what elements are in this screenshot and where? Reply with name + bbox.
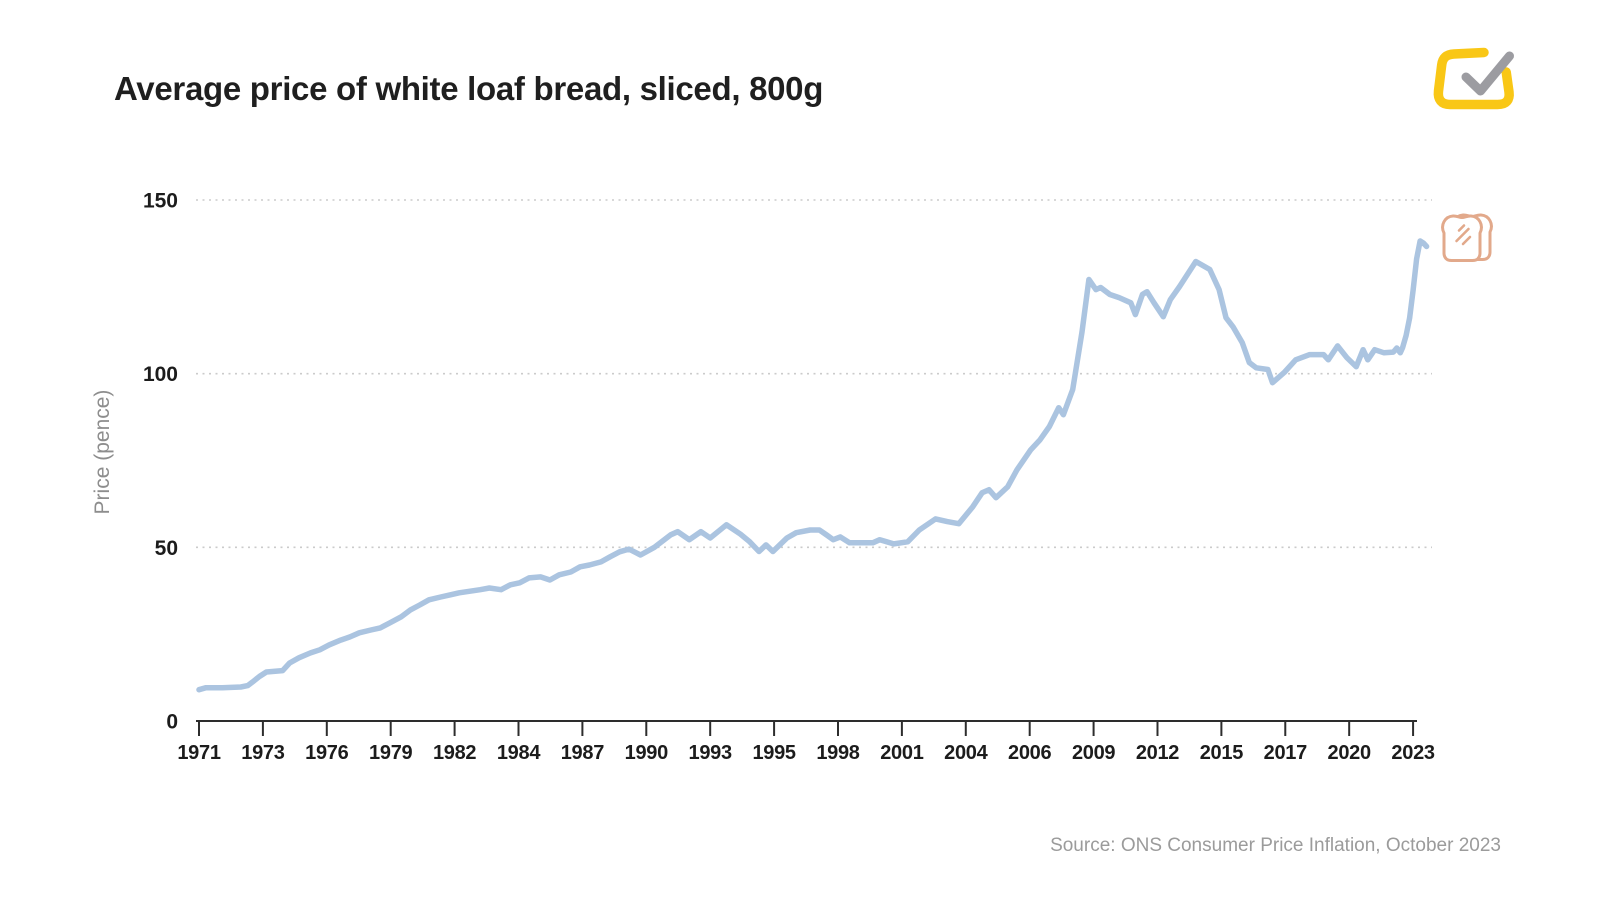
price-line (196, 238, 1430, 693)
x-tick-label: 2004 (944, 742, 988, 764)
x-tick-label: 2020 (1328, 742, 1371, 764)
y-tick-label: 150 (143, 190, 178, 213)
x-tick-label: 1973 (241, 742, 284, 764)
bread-icon (1441, 213, 1493, 262)
x-tick-label: 1995 (752, 742, 795, 764)
y-tick-label: 0 (166, 711, 178, 734)
x-tick-label: 1984 (497, 742, 541, 764)
x-tick-label: 2023 (1391, 742, 1434, 764)
page-title: Average price of white loaf bread, slice… (114, 70, 824, 107)
x-tick-label: 1987 (561, 742, 604, 764)
y-axis-tick-labels: 0 50 100 150 (143, 190, 178, 734)
x-tick-label: 2015 (1200, 742, 1243, 764)
source-note: Source: ONS Consumer Price Inflation, Oc… (1050, 835, 1501, 856)
gridlines (196, 199, 1432, 549)
x-tick-label: 1993 (689, 742, 732, 764)
x-tick-label: 2006 (1008, 742, 1051, 764)
x-tick-label: 2001 (880, 742, 923, 764)
x-tick-label: 1971 (177, 742, 220, 764)
x-tick-label: 1979 (369, 742, 412, 764)
x-tick-label: 2009 (1072, 742, 1115, 764)
x-tick-label: 1976 (305, 742, 348, 764)
x-tick-label: 1982 (433, 742, 476, 764)
x-tick-label: 1990 (625, 742, 668, 764)
x-tick-label: 2017 (1264, 742, 1307, 764)
logo-check (1461, 51, 1514, 96)
x-tick-label: 1998 (816, 742, 859, 764)
x-axis: 1971 1973 1976 1979 1982 1984 1987 1990 1993 1995… (177, 720, 1435, 764)
bread-front-slice (1441, 214, 1483, 262)
x-tick-label: 2012 (1136, 742, 1179, 764)
logo-box (1433, 47, 1514, 110)
y-tick-label: 50 (155, 537, 178, 560)
y-tick-label: 100 (143, 363, 178, 386)
checkbox-logo (1433, 47, 1514, 110)
price-line-series (196, 238, 1430, 693)
